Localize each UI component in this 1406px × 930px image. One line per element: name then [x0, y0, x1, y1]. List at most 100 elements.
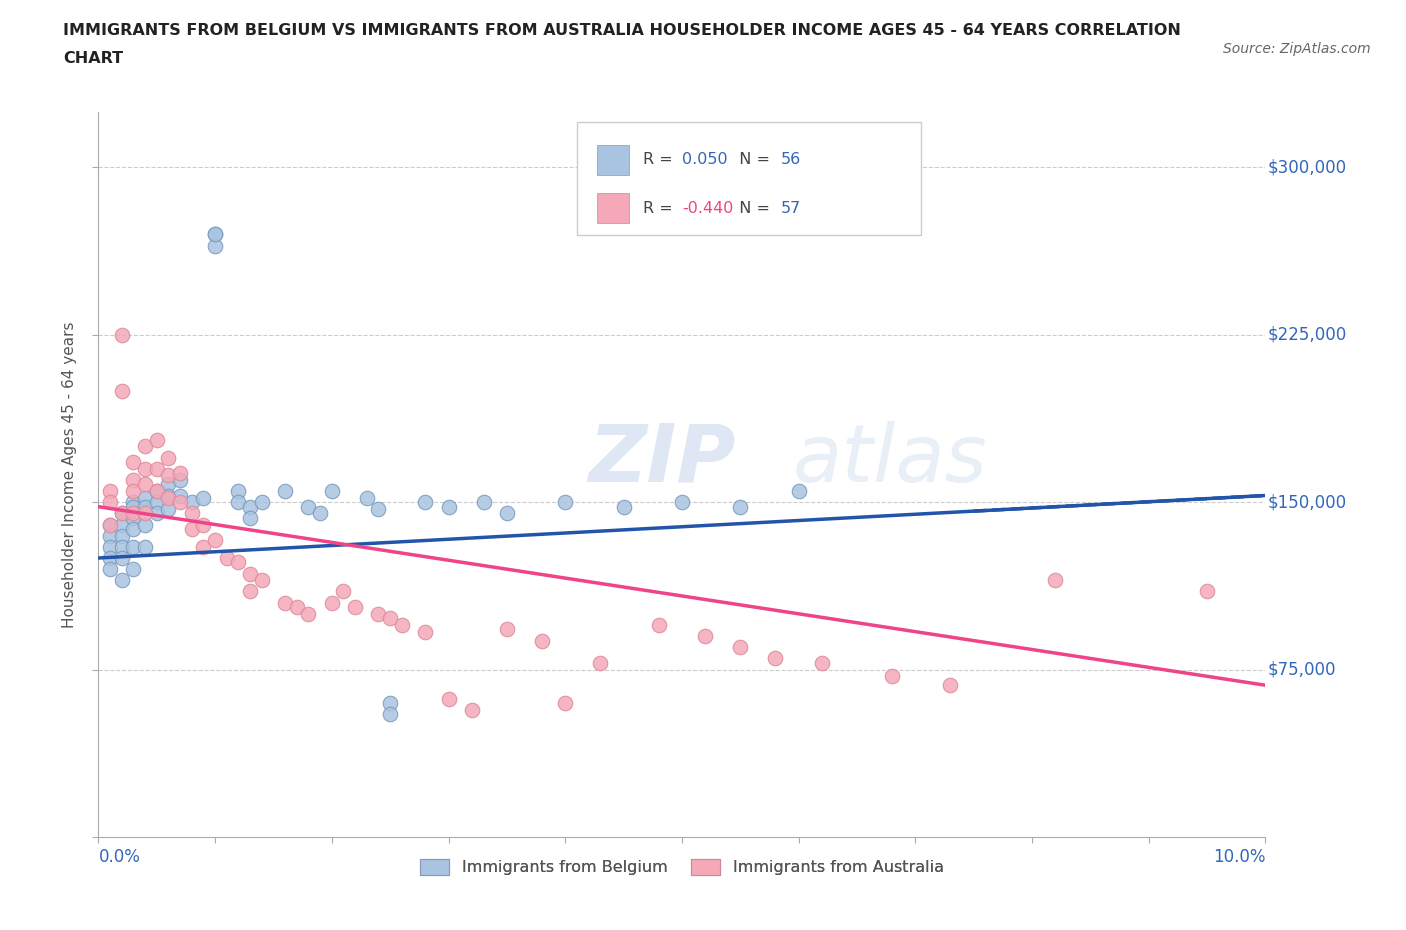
- Point: [763, 651, 786, 666]
- Point: [98, 484, 121, 498]
- FancyBboxPatch shape: [596, 193, 630, 223]
- Point: [496, 506, 519, 521]
- Point: [554, 495, 576, 510]
- Point: [274, 484, 297, 498]
- Point: [193, 490, 215, 505]
- Point: [122, 539, 145, 554]
- Point: [180, 522, 202, 537]
- Point: [321, 595, 343, 610]
- Point: [122, 484, 145, 498]
- Point: [309, 506, 332, 521]
- Point: [98, 517, 121, 532]
- Point: [111, 506, 134, 521]
- Point: [98, 551, 121, 565]
- Point: [695, 629, 717, 644]
- Point: [332, 584, 354, 599]
- Y-axis label: Householder Income Ages 45 - 64 years: Householder Income Ages 45 - 64 years: [62, 321, 77, 628]
- Point: [122, 472, 145, 487]
- Text: R =: R =: [644, 153, 678, 167]
- Point: [228, 555, 250, 570]
- Text: $225,000: $225,000: [1268, 326, 1347, 344]
- Point: [122, 511, 145, 525]
- Point: [98, 517, 121, 532]
- FancyBboxPatch shape: [596, 144, 630, 175]
- Text: 0.050: 0.050: [682, 153, 727, 167]
- Point: [554, 696, 576, 711]
- Point: [111, 383, 134, 398]
- Point: [204, 533, 226, 548]
- Text: N =: N =: [728, 201, 775, 216]
- Point: [671, 495, 693, 510]
- Point: [157, 468, 180, 483]
- Point: [239, 499, 262, 514]
- Point: [169, 472, 191, 487]
- FancyBboxPatch shape: [576, 123, 921, 235]
- Point: [169, 495, 191, 510]
- Point: [285, 600, 308, 615]
- Point: [111, 528, 134, 543]
- Point: [730, 499, 752, 514]
- Point: [146, 432, 169, 447]
- Text: $300,000: $300,000: [1268, 158, 1347, 177]
- Point: [134, 506, 156, 521]
- Point: [193, 539, 215, 554]
- Point: [111, 539, 134, 554]
- Point: [391, 618, 413, 632]
- Point: [169, 488, 191, 503]
- Point: [122, 522, 145, 537]
- Text: $75,000: $75,000: [1268, 660, 1336, 679]
- Text: $150,000: $150,000: [1268, 493, 1347, 512]
- Point: [146, 495, 169, 510]
- Point: [380, 707, 402, 722]
- Point: [297, 499, 319, 514]
- Text: N =: N =: [728, 153, 775, 167]
- Point: [157, 488, 180, 503]
- Point: [239, 511, 262, 525]
- Point: [880, 669, 903, 684]
- Text: -0.440: -0.440: [682, 201, 734, 216]
- Point: [111, 573, 134, 588]
- Text: Source: ZipAtlas.com: Source: ZipAtlas.com: [1223, 42, 1371, 56]
- Text: 0.0%: 0.0%: [98, 848, 141, 866]
- Point: [134, 490, 156, 505]
- Point: [98, 562, 121, 577]
- Point: [157, 450, 180, 465]
- Point: [204, 227, 226, 242]
- Text: 56: 56: [782, 153, 801, 167]
- Point: [111, 551, 134, 565]
- Point: [134, 517, 156, 532]
- Point: [811, 656, 834, 671]
- Point: [380, 611, 402, 626]
- Point: [1195, 584, 1218, 599]
- Point: [134, 539, 156, 554]
- Point: [1045, 573, 1067, 588]
- Text: atlas: atlas: [793, 420, 987, 498]
- Text: R =: R =: [644, 201, 678, 216]
- Point: [122, 506, 145, 521]
- Point: [122, 499, 145, 514]
- Point: [157, 490, 180, 505]
- Point: [472, 495, 495, 510]
- Point: [157, 477, 180, 492]
- Text: IMMIGRANTS FROM BELGIUM VS IMMIGRANTS FROM AUSTRALIA HOUSEHOLDER INCOME AGES 45 : IMMIGRANTS FROM BELGIUM VS IMMIGRANTS FR…: [63, 23, 1181, 38]
- Point: [228, 495, 250, 510]
- Point: [215, 551, 238, 565]
- Point: [367, 606, 389, 621]
- Point: [134, 439, 156, 454]
- Point: [169, 466, 191, 481]
- Point: [134, 477, 156, 492]
- Point: [297, 606, 319, 621]
- Point: [730, 640, 752, 655]
- Point: [356, 490, 378, 505]
- Point: [647, 618, 669, 632]
- Point: [146, 484, 169, 498]
- Point: [204, 238, 226, 253]
- Point: [250, 573, 273, 588]
- Point: [146, 461, 169, 476]
- Point: [461, 702, 484, 717]
- Point: [111, 506, 134, 521]
- Text: CHART: CHART: [63, 51, 124, 66]
- Point: [321, 484, 343, 498]
- Point: [122, 562, 145, 577]
- Point: [250, 495, 273, 510]
